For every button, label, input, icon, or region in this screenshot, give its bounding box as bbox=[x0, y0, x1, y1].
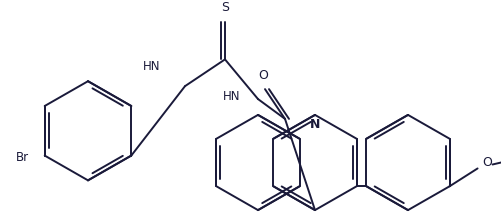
Text: O: O bbox=[482, 156, 492, 169]
Text: O: O bbox=[258, 69, 268, 82]
Text: S: S bbox=[221, 1, 229, 14]
Text: Br: Br bbox=[16, 151, 29, 164]
Text: HN: HN bbox=[223, 89, 241, 103]
Text: N: N bbox=[310, 118, 320, 131]
Text: HN: HN bbox=[143, 60, 161, 73]
